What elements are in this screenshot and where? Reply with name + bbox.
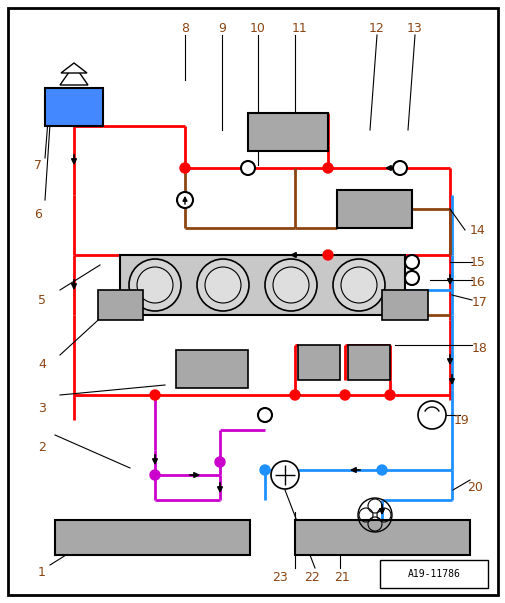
- Circle shape: [196, 259, 248, 311]
- Bar: [55, 520, 249, 555]
- Bar: [379, 560, 487, 588]
- Circle shape: [273, 267, 309, 303]
- Circle shape: [180, 163, 189, 173]
- Bar: [294, 520, 469, 555]
- Text: 9: 9: [218, 22, 226, 34]
- Text: 13: 13: [407, 22, 422, 34]
- Text: 18: 18: [471, 341, 487, 355]
- Circle shape: [177, 192, 192, 208]
- Bar: [98, 290, 143, 320]
- Bar: [176, 350, 247, 388]
- Text: 16: 16: [469, 276, 485, 288]
- Circle shape: [339, 390, 349, 400]
- Text: 21: 21: [333, 572, 349, 584]
- Circle shape: [392, 161, 406, 175]
- Polygon shape: [61, 63, 87, 73]
- Circle shape: [240, 161, 255, 175]
- Bar: [347, 345, 389, 380]
- Polygon shape: [60, 65, 88, 85]
- Bar: [120, 255, 404, 315]
- Text: 20: 20: [466, 482, 482, 494]
- Text: 5: 5: [38, 294, 46, 306]
- Circle shape: [384, 390, 394, 400]
- Text: 4: 4: [38, 359, 46, 371]
- Text: 23: 23: [272, 572, 287, 584]
- Text: 11: 11: [291, 22, 307, 34]
- Text: 12: 12: [368, 22, 384, 34]
- Circle shape: [322, 250, 332, 260]
- Circle shape: [205, 267, 240, 303]
- Circle shape: [265, 259, 316, 311]
- Circle shape: [376, 465, 386, 475]
- Circle shape: [340, 267, 376, 303]
- Circle shape: [215, 457, 225, 467]
- Text: 8: 8: [181, 22, 189, 34]
- Text: 6: 6: [34, 209, 42, 221]
- Circle shape: [137, 267, 173, 303]
- Text: 3: 3: [38, 402, 46, 414]
- Circle shape: [149, 470, 160, 480]
- Text: 15: 15: [469, 256, 485, 268]
- Text: 19: 19: [453, 414, 469, 426]
- Circle shape: [404, 271, 418, 285]
- Text: 14: 14: [469, 224, 485, 236]
- Circle shape: [322, 163, 332, 173]
- Bar: [297, 345, 339, 380]
- Circle shape: [258, 408, 272, 422]
- Circle shape: [149, 390, 160, 400]
- Text: 1: 1: [38, 566, 46, 579]
- Bar: [336, 190, 411, 228]
- Bar: [247, 113, 327, 151]
- Circle shape: [129, 259, 181, 311]
- Circle shape: [417, 401, 445, 429]
- Text: A19-11786: A19-11786: [407, 569, 460, 579]
- Text: 17: 17: [471, 295, 487, 309]
- Circle shape: [260, 465, 270, 475]
- Circle shape: [332, 259, 384, 311]
- Text: 7: 7: [34, 159, 42, 171]
- Circle shape: [289, 390, 299, 400]
- Bar: [381, 290, 427, 320]
- Text: 22: 22: [304, 572, 319, 584]
- Text: 2: 2: [38, 441, 46, 455]
- Circle shape: [271, 461, 298, 489]
- Circle shape: [404, 255, 418, 269]
- Text: 10: 10: [249, 22, 266, 34]
- Bar: [45, 88, 103, 126]
